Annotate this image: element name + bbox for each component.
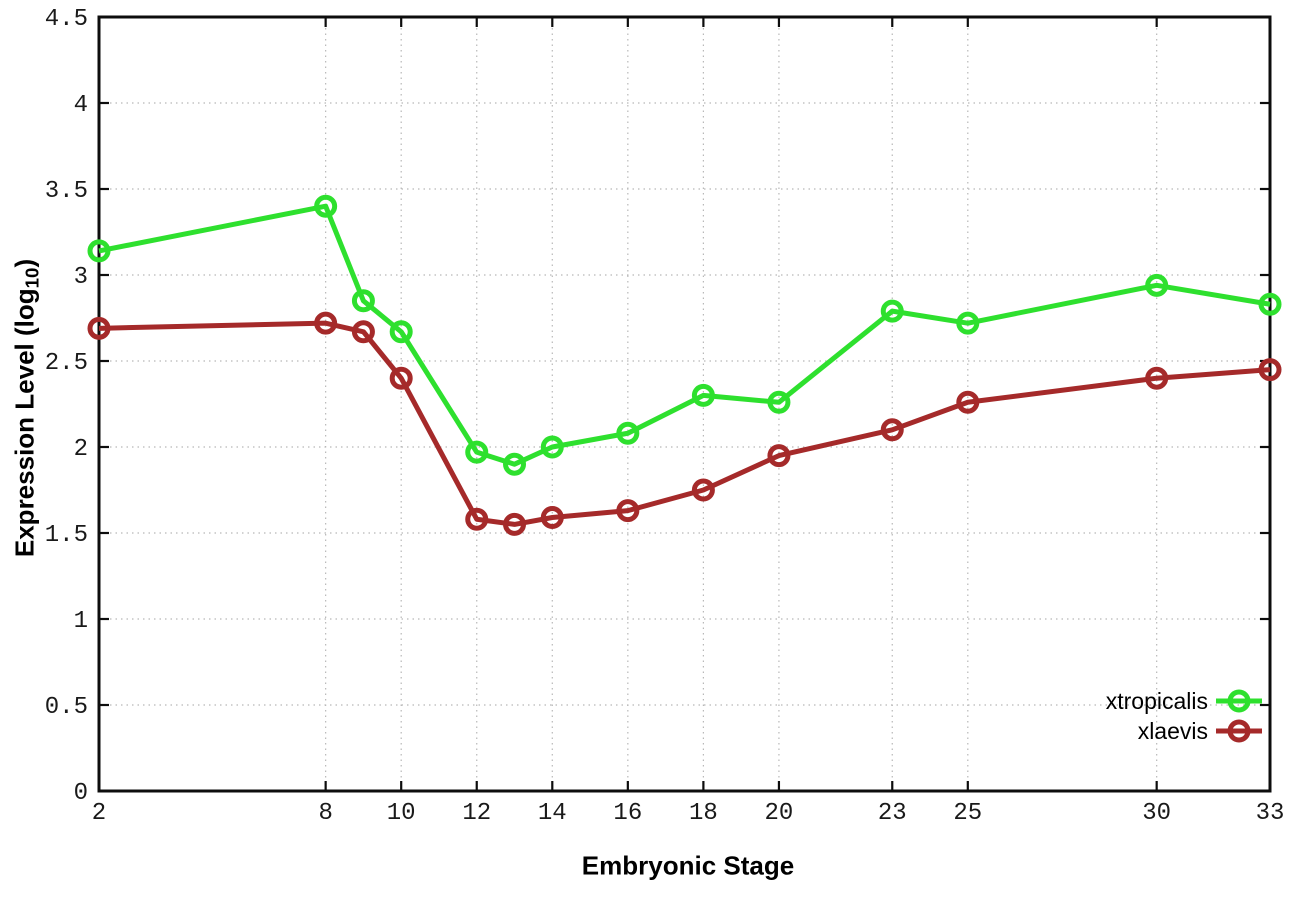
legend-marker-xlaevis [1227,719,1251,743]
y-tick-label-4: 4 [74,92,88,119]
y-tick-label-3.5: 3.5 [45,178,88,205]
data-point-xlaevis-12 [465,507,489,531]
x-tick-label-33: 33 [1256,800,1285,827]
legend-label-xtropicalis: xtropicalis [1106,688,1208,714]
data-point-xtropicalis-23 [880,299,904,323]
data-point-xtropicalis-20 [767,390,791,414]
data-point-xlaevis-20 [767,444,791,468]
data-point-xtropicalis-18 [691,383,715,407]
data-point-xlaevis-13 [503,512,527,536]
data-point-xlaevis-2 [87,316,111,340]
plot-border [97,15,1272,793]
y-axis-title: Expression Level (log10) [9,259,43,558]
data-point-xtropicalis-33 [1258,292,1282,316]
data-point-xlaevis-8 [314,311,338,335]
x-tick-label-20: 20 [765,800,794,827]
y-tick-label-3: 3 [74,264,88,291]
data-point-xlaevis-25 [956,390,980,414]
data-point-xtropicalis-10 [389,320,413,344]
data-point-xtropicalis-16 [616,421,640,445]
x-axis-title: Embryonic Stage [581,850,795,881]
x-tick-label-30: 30 [1142,800,1171,827]
x-tick-label-2: 2 [92,800,106,827]
x-tick-label-14: 14 [538,800,567,827]
data-point-xlaevis-18 [691,478,715,502]
y-tick-label-2: 2 [74,436,88,463]
x-tick-label-18: 18 [689,800,718,827]
data-point-xlaevis-30 [1145,366,1169,390]
y-tick-label-2.5: 2.5 [45,350,88,377]
legend-marker-xtropicalis [1227,689,1251,713]
data-point-xlaevis-33 [1258,358,1282,382]
data-point-xlaevis-9 [351,320,375,344]
data-point-xtropicalis-30 [1145,273,1169,297]
y-tick-label-0.5: 0.5 [45,694,88,721]
x-tick-label-23: 23 [878,800,907,827]
data-point-xtropicalis-8 [314,194,338,218]
data-point-xtropicalis-2 [87,239,111,263]
data-point-xtropicalis-13 [503,452,527,476]
data-point-xlaevis-23 [880,418,904,442]
data-point-xtropicalis-9 [351,289,375,313]
series-line-xlaevis [98,320,1271,527]
legend-label-xlaevis: xlaevis [1138,718,1208,744]
x-tick-label-10: 10 [387,800,416,827]
data-point-xtropicalis-25 [956,311,980,335]
y-tick-label-4.5: 4.5 [45,6,88,33]
y-axis-title-text: Expression Level (log [9,288,40,558]
x-tick-label-12: 12 [462,800,491,827]
data-point-xlaevis-10 [389,366,413,390]
y-tick-label-1.5: 1.5 [45,522,88,549]
x-tick-label-16: 16 [613,800,642,827]
x-tick-label-8: 8 [318,800,332,827]
data-point-xlaevis-16 [616,499,640,523]
y-axis-title-subscript: 10 [21,267,43,289]
data-point-xtropicalis-14 [540,435,564,459]
series-line-xtropicalis [98,203,1271,467]
x-tick-label-25: 25 [953,800,982,827]
data-point-xtropicalis-12 [465,440,489,464]
y-tick-label-1: 1 [74,608,88,635]
y-tick-label-0: 0 [74,780,88,807]
data-point-xlaevis-14 [540,506,564,530]
